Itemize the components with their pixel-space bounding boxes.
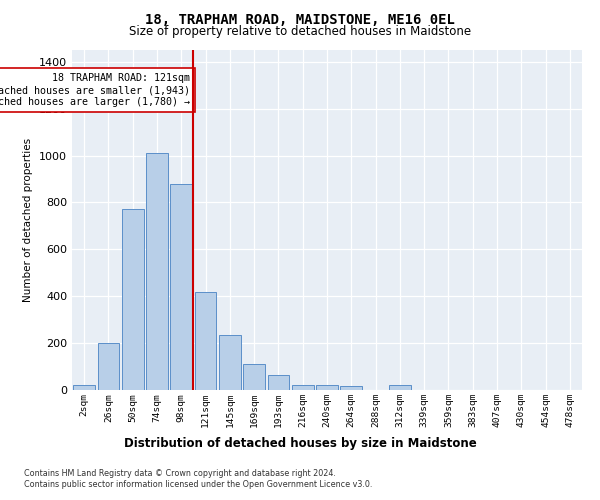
Text: Distribution of detached houses by size in Maidstone: Distribution of detached houses by size … — [124, 438, 476, 450]
Bar — [146, 153, 168, 390]
Bar — [73, 386, 95, 390]
Text: Contains public sector information licensed under the Open Government Licence v3: Contains public sector information licen… — [24, 480, 373, 489]
Bar — [219, 335, 241, 390]
Bar — [316, 386, 338, 390]
Bar — [340, 386, 362, 390]
Bar — [292, 386, 314, 390]
Bar — [194, 292, 217, 390]
Bar — [268, 375, 289, 390]
Bar — [122, 210, 143, 390]
Text: Contains HM Land Registry data © Crown copyright and database right 2024.: Contains HM Land Registry data © Crown c… — [24, 469, 336, 478]
Bar — [389, 386, 411, 390]
Text: 18 TRAPHAM ROAD: 121sqm
← 52% of detached houses are smaller (1,943)
47% of semi: 18 TRAPHAM ROAD: 121sqm ← 52% of detache… — [0, 74, 190, 106]
Bar — [243, 364, 265, 390]
Y-axis label: Number of detached properties: Number of detached properties — [23, 138, 34, 302]
Bar — [97, 343, 119, 390]
Bar — [170, 184, 192, 390]
Text: Size of property relative to detached houses in Maidstone: Size of property relative to detached ho… — [129, 25, 471, 38]
Text: 18, TRAPHAM ROAD, MAIDSTONE, ME16 0EL: 18, TRAPHAM ROAD, MAIDSTONE, ME16 0EL — [145, 12, 455, 26]
